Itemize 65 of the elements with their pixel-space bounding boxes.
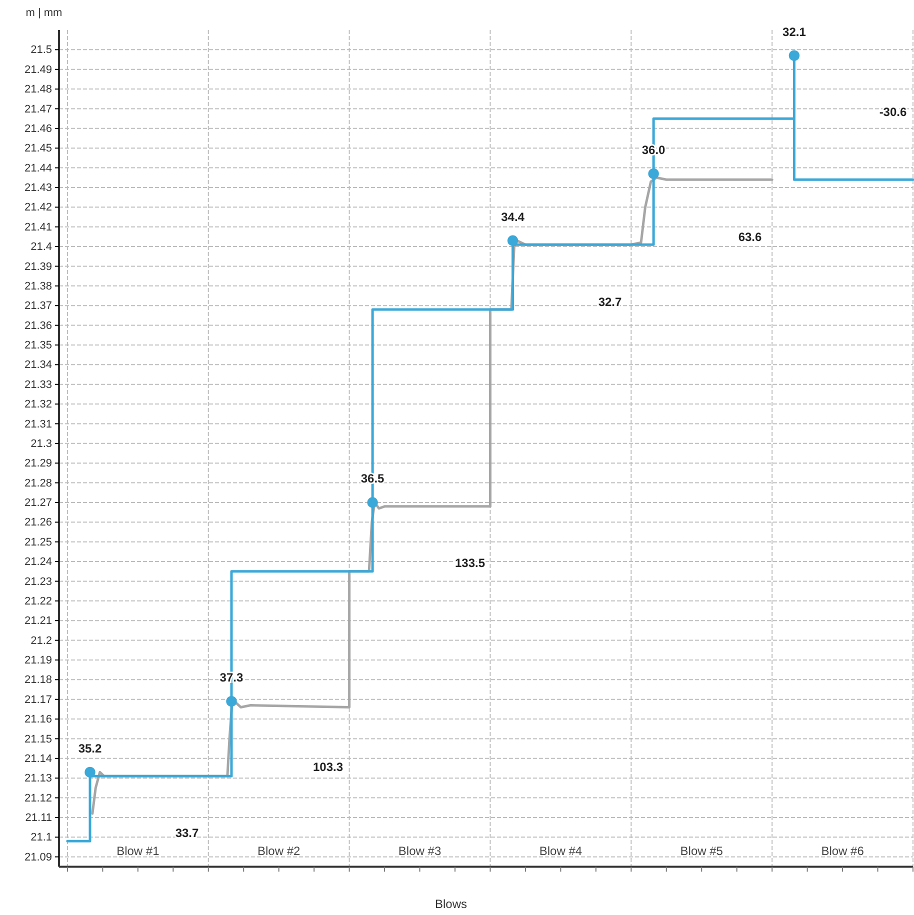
y-tick-label: 21.41: [24, 221, 52, 234]
y-tick-label: 21.45: [24, 142, 52, 155]
y-tick-label: 21.3: [30, 438, 52, 450]
y-tick-label: 21.12: [24, 792, 52, 804]
y-tick-label: 21.25: [24, 536, 52, 548]
y-tick-label: 21.15: [24, 733, 52, 746]
point: [507, 235, 518, 246]
y-tick-label: 21.49: [24, 64, 52, 76]
y-tick-label: 21.26: [24, 516, 52, 529]
annotation: 35.2: [78, 741, 102, 756]
y-tick-label: 21.39: [24, 260, 52, 273]
y-tick-label: 21.37: [24, 300, 52, 312]
y-axis-title: m | mm: [26, 7, 62, 19]
y-tick-label: 21.34: [24, 359, 52, 372]
y-tick-label: 21.44: [24, 162, 52, 174]
y-tick-label: 21.21: [24, 615, 52, 628]
y-tick-label: 21.19: [24, 654, 52, 667]
y-tick-label: 21.23: [24, 576, 52, 588]
annotation: 34.4: [501, 210, 525, 224]
y-tick-label: 21.09: [24, 851, 52, 864]
y-tick-label: 21.48: [24, 84, 52, 96]
y-tick-label: 21.13: [24, 772, 52, 785]
point: [648, 168, 659, 180]
point: [788, 50, 800, 61]
annotation: 63.6: [738, 230, 762, 244]
y-tick-label: 21.46: [24, 122, 52, 135]
y-tick-label: 21.4: [30, 241, 52, 254]
y-tick-label: 21.47: [24, 103, 52, 116]
y-tick-label: 21.16: [24, 714, 52, 726]
y-tick-label: 21.29: [24, 458, 52, 470]
annotation: 133.5: [454, 556, 486, 570]
y-tick-label: 21.2: [30, 634, 52, 647]
y-tick-label: 21.35: [24, 340, 52, 352]
y-tick-label: 21.11: [25, 812, 52, 824]
annotation: 33.7: [175, 826, 199, 840]
y-tick-label: 21.33: [24, 378, 52, 391]
y-tick-label: 21.5: [30, 44, 52, 56]
annotation: -30.6: [879, 105, 907, 120]
x-tick-label: Blow #5: [680, 844, 724, 858]
y-tick-label: 21.14: [24, 752, 52, 765]
x-axis-title: Blows: [434, 897, 468, 911]
annotation: 32.1: [782, 24, 806, 39]
y-tick-label: 21.28: [24, 477, 52, 490]
y-tick-label: 21.1: [30, 832, 52, 844]
annotation: 103.3: [312, 760, 344, 774]
y-tick-label: 21.18: [24, 674, 52, 686]
y-tick-label: 21.43: [24, 182, 52, 194]
y-tick-label: 21.36: [24, 320, 52, 332]
annotation: 32.7: [598, 295, 622, 310]
y-tick-label: 21.31: [24, 418, 52, 430]
y-tick-label: 21.32: [24, 398, 52, 411]
y-tick-label: 21.24: [24, 556, 52, 568]
y-tick-label: 21.17: [24, 694, 52, 706]
point: [367, 497, 378, 508]
y-tick-label: 21.38: [24, 280, 52, 292]
x-tick-label: Blow #1: [116, 844, 160, 858]
x-tick-label: Blow #6: [821, 844, 864, 858]
x-tick-label: Blow #4: [539, 844, 582, 858]
y-tick-label: 21.27: [24, 497, 52, 510]
point: [226, 696, 237, 707]
x-tick-label: Blow #2: [257, 844, 301, 858]
point: [84, 766, 96, 778]
x-tick-label: Blow #3: [398, 844, 442, 858]
y-tick-label: 21.42: [24, 202, 52, 214]
y-tick-label: 21.22: [24, 595, 52, 608]
